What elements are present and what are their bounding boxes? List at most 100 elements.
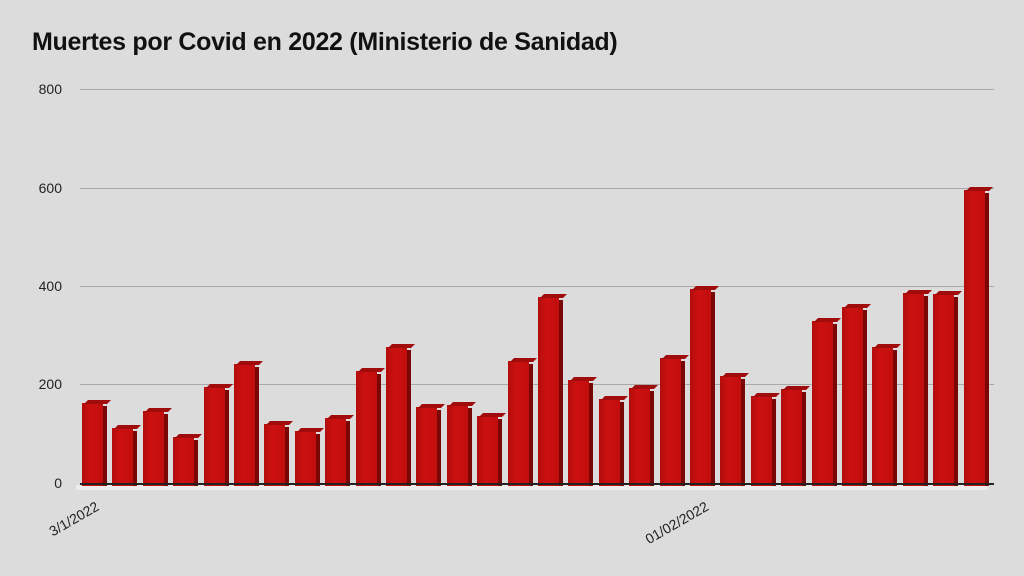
bar-top-shade (753, 393, 780, 397)
bar-side-shade (559, 300, 563, 486)
bar-side-shade (316, 434, 320, 486)
bar-top-shade (874, 344, 901, 348)
bar-top-shade (935, 291, 962, 295)
bar-top-shade (206, 384, 233, 388)
bar-top-shade (662, 355, 689, 359)
bar (872, 344, 901, 486)
bar (173, 434, 202, 486)
bar-top-shade (327, 415, 354, 419)
bar-side-shade (772, 399, 776, 486)
bar (416, 404, 445, 486)
bar (903, 290, 932, 486)
bar (234, 361, 263, 486)
bar (204, 384, 233, 486)
gridline-400 (80, 286, 994, 287)
bar (112, 425, 141, 486)
chart-title: Muertes por Covid en 2022 (Ministerio de… (32, 28, 618, 56)
bar-side-shade (225, 390, 229, 486)
bar (325, 415, 354, 486)
bar-side-shade (620, 402, 624, 486)
bar-top-shade (722, 373, 749, 377)
bar (933, 291, 962, 486)
gridline-800 (80, 89, 994, 90)
bar-top-shade (966, 187, 993, 191)
bar-side-shade (346, 421, 350, 486)
bar-top-shade (266, 421, 293, 425)
x-tick-label: 3/1/2022 (46, 498, 102, 540)
bar-side-shade (741, 379, 745, 486)
bar-top-shade (905, 290, 932, 294)
bar-side-shade (863, 310, 867, 486)
bar-top-shade (358, 368, 385, 372)
bar (781, 386, 810, 486)
bar-side-shade (833, 324, 837, 486)
bar-top-shade (479, 413, 506, 417)
x-tick-label: 01/02/2022 (642, 498, 712, 547)
bar-side-shade (377, 374, 381, 486)
x-axis-baseline (80, 483, 994, 485)
bar-top-shade (388, 344, 415, 348)
bar (842, 304, 871, 486)
bar (508, 358, 537, 486)
bar-top-shade (145, 408, 172, 412)
bar-top-shade (297, 428, 324, 432)
bar (295, 428, 324, 486)
y-tick-label: 0 (54, 475, 62, 491)
bar-side-shade (681, 361, 685, 486)
bar-side-shade (711, 292, 715, 486)
bar-side-shade (103, 406, 107, 486)
bar (447, 402, 476, 486)
bar-side-shade (407, 350, 411, 486)
bar (386, 344, 415, 486)
bar (812, 318, 841, 486)
bar (538, 294, 567, 486)
bar-top-shade (540, 294, 567, 298)
y-tick-label: 200 (38, 376, 62, 392)
gridline-200 (80, 384, 994, 385)
bar (690, 286, 719, 486)
bar (599, 396, 628, 486)
chart-floor (76, 485, 988, 490)
bar-side-shade (285, 427, 289, 486)
bar-side-shade (498, 419, 502, 486)
bar (264, 421, 293, 486)
bar-top-shade (631, 385, 658, 389)
bar (720, 373, 749, 486)
bar (568, 377, 597, 486)
bar (964, 187, 993, 486)
y-tick-label: 800 (38, 81, 62, 97)
bar-side-shade (589, 383, 593, 486)
bar-top-shade (692, 286, 719, 290)
bar-side-shade (194, 440, 198, 486)
bar-top-shade (418, 404, 445, 408)
bar (629, 385, 658, 486)
bar-side-shade (985, 193, 989, 486)
gridline-600 (80, 188, 994, 189)
bar-top-shade (84, 400, 111, 404)
bar-side-shade (529, 364, 533, 486)
bar-side-shade (650, 391, 654, 486)
bar-side-shade (255, 367, 259, 486)
bar (143, 408, 172, 486)
bar-top-shade (510, 358, 537, 362)
bar-side-shade (893, 350, 897, 486)
bar-side-shade (164, 414, 168, 486)
bar-side-shade (802, 392, 806, 486)
bar-side-shade (954, 297, 958, 486)
bar-top-shade (175, 434, 202, 438)
bar-side-shade (924, 296, 928, 486)
bar-top-shade (114, 425, 141, 429)
bar (82, 400, 111, 486)
bar-top-shade (783, 386, 810, 390)
bar-top-shade (844, 304, 871, 308)
y-tick-label: 600 (38, 180, 62, 196)
bar (660, 355, 689, 486)
bar-side-shade (437, 410, 441, 486)
bar-top-shade (236, 361, 263, 365)
bar-top-shade (570, 377, 597, 381)
bar-side-shade (133, 431, 137, 486)
bar-top-shade (601, 396, 628, 400)
bar (356, 368, 385, 486)
bar (751, 393, 780, 486)
